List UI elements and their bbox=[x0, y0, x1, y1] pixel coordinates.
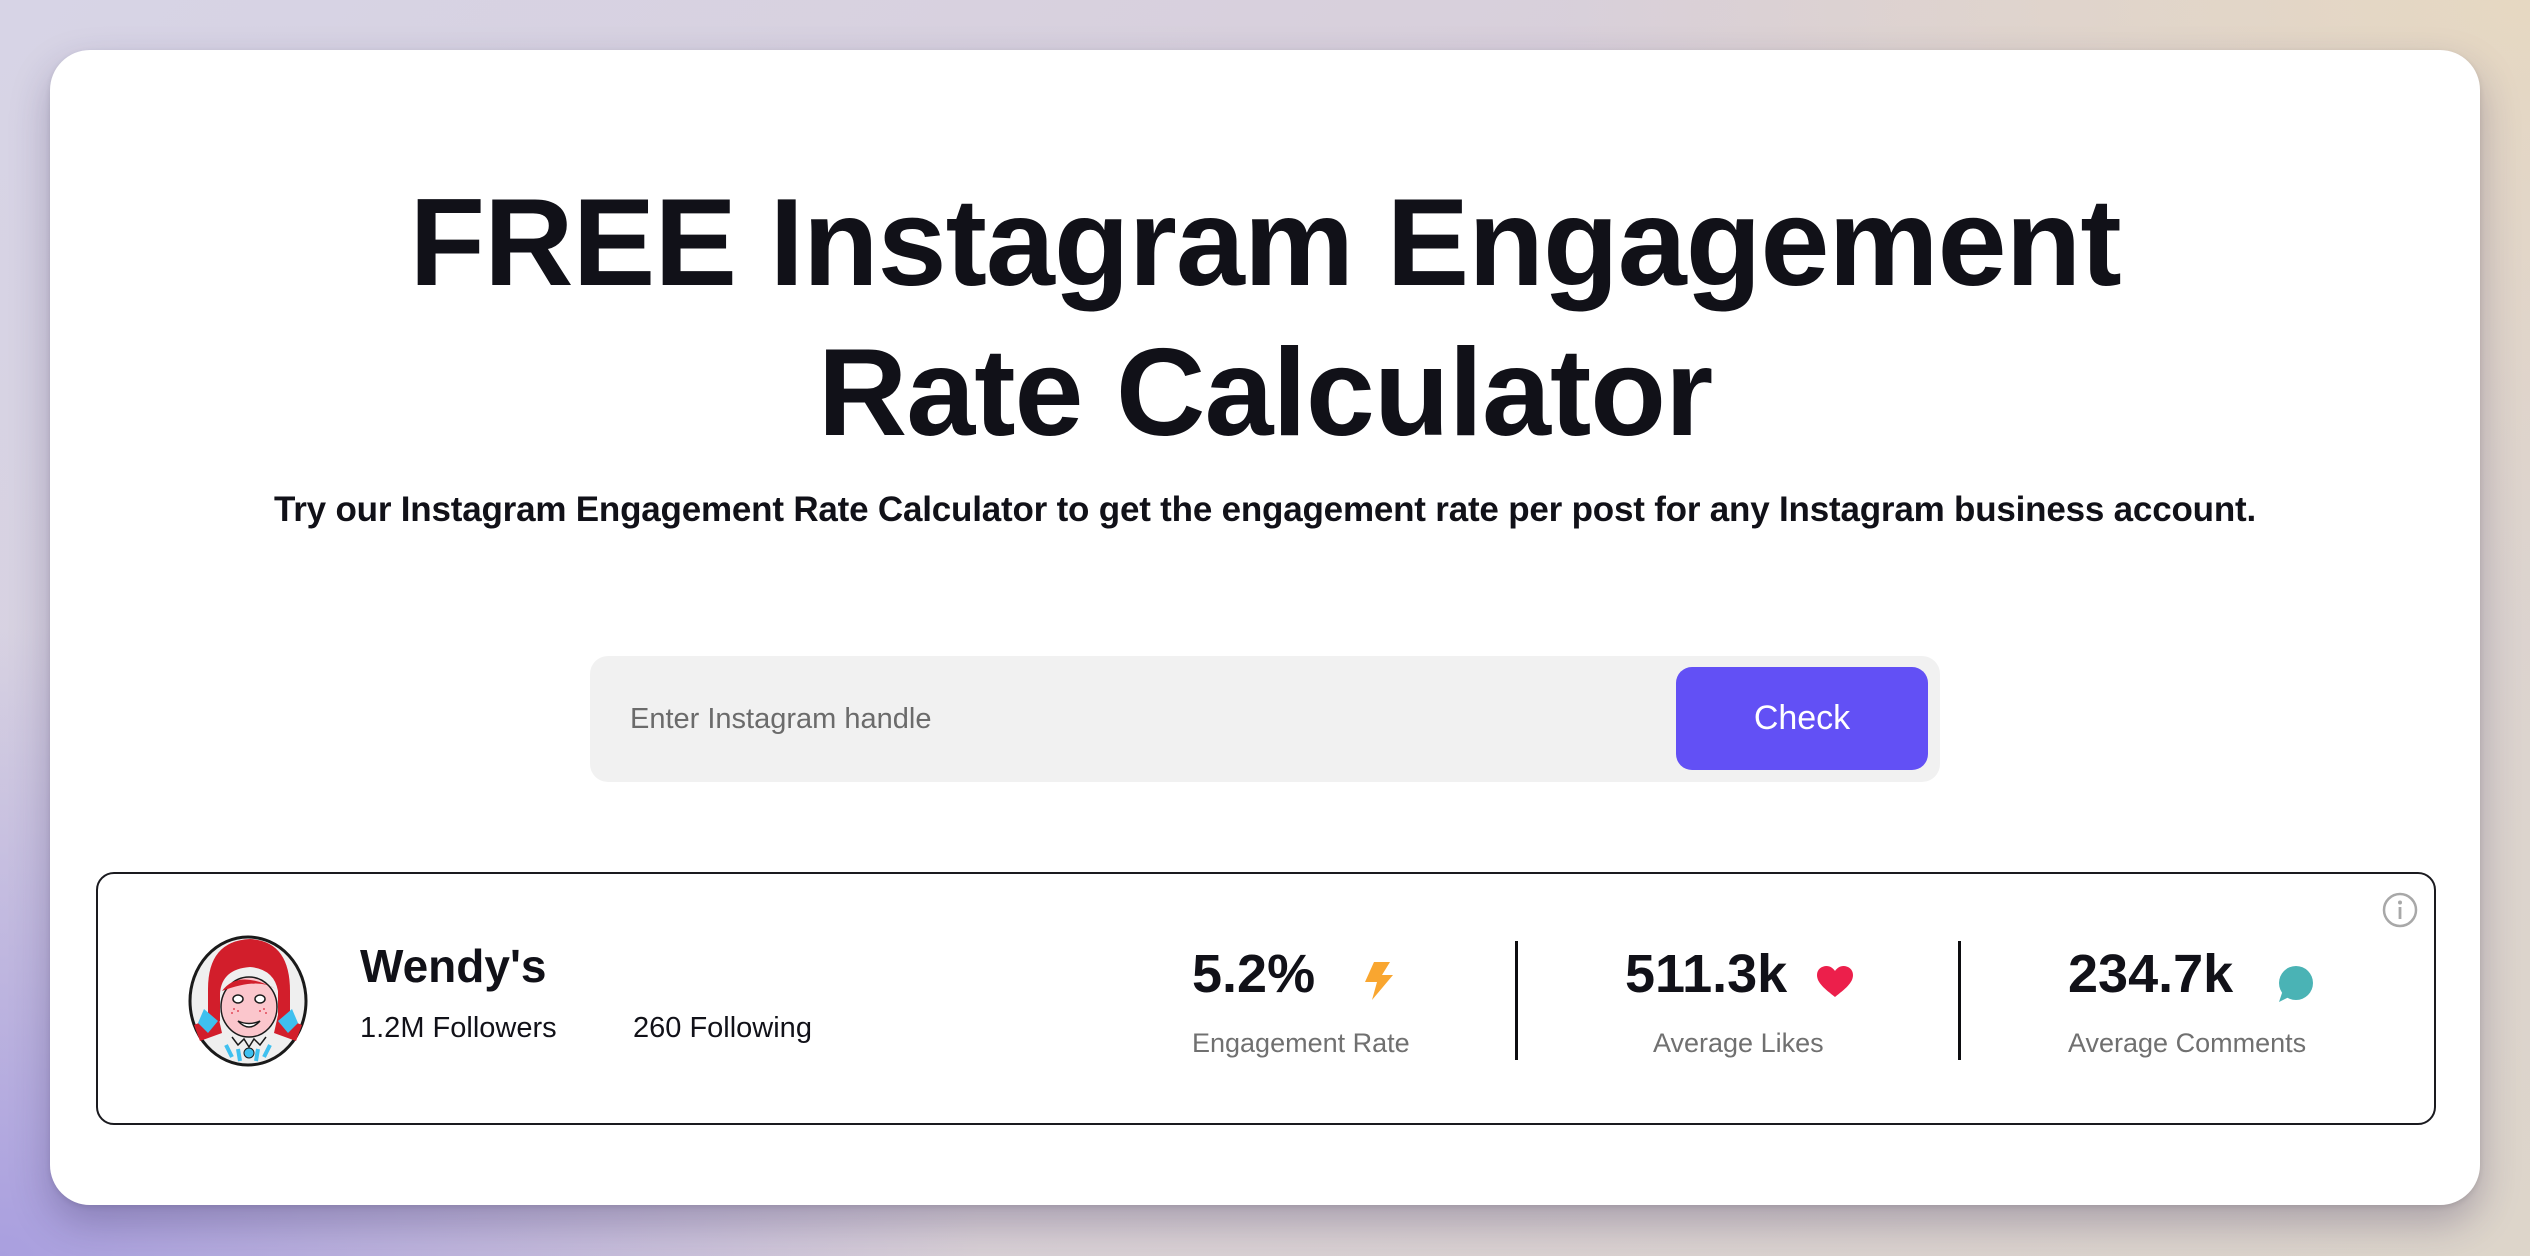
average-comments-label: Average Comments bbox=[2068, 1028, 2307, 1058]
page-title: FREE Instagram Engagement Rate Calculato… bbox=[50, 168, 2480, 468]
lightning-bolt-icon bbox=[1362, 962, 1394, 1005]
result-panel: Wendy's 1.2M Followers 260 Following 5.2… bbox=[96, 872, 2436, 1125]
info-icon[interactable] bbox=[2382, 892, 2418, 928]
average-likes-value: 511.3k bbox=[1625, 944, 1788, 1004]
chat-bubble-icon bbox=[2277, 966, 2313, 1007]
stat-engagement-rate: 5.2% Engagement Rate bbox=[1192, 944, 1452, 1074]
stat-divider bbox=[1958, 941, 1961, 1060]
average-likes-label: Average Likes bbox=[1653, 1028, 1824, 1058]
followers-count: 1.2M Followers bbox=[360, 1012, 557, 1044]
calculator-card: FREE Instagram Engagement Rate Calculato… bbox=[50, 50, 2480, 1205]
stat-average-comments: 234.7k Average Comments bbox=[2068, 944, 2368, 1074]
page-title-line-2: Rate Calculator bbox=[817, 324, 1714, 462]
search-bar: Check bbox=[590, 656, 1940, 782]
wendys-logo-avatar bbox=[178, 929, 318, 1069]
engagement-rate-label: Engagement Rate bbox=[1192, 1028, 1410, 1058]
engagement-rate-value: 5.2% bbox=[1192, 944, 1316, 1004]
page-subtitle: Try our Instagram Engagement Rate Calcul… bbox=[274, 490, 2256, 529]
profile-name: Wendy's bbox=[360, 940, 547, 992]
following-count: 260 Following bbox=[633, 1012, 812, 1044]
average-comments-value: 234.7k bbox=[2068, 944, 2234, 1004]
check-button[interactable]: Check bbox=[1676, 667, 1928, 770]
stat-average-likes: 511.3k Average Likes bbox=[1625, 944, 1885, 1074]
avatar-image bbox=[179, 930, 317, 1068]
stat-divider bbox=[1515, 941, 1518, 1060]
page-title-line-1: FREE Instagram Engagement bbox=[409, 174, 2121, 312]
heart-icon bbox=[1817, 966, 1853, 1003]
instagram-handle-input[interactable] bbox=[590, 656, 1680, 782]
